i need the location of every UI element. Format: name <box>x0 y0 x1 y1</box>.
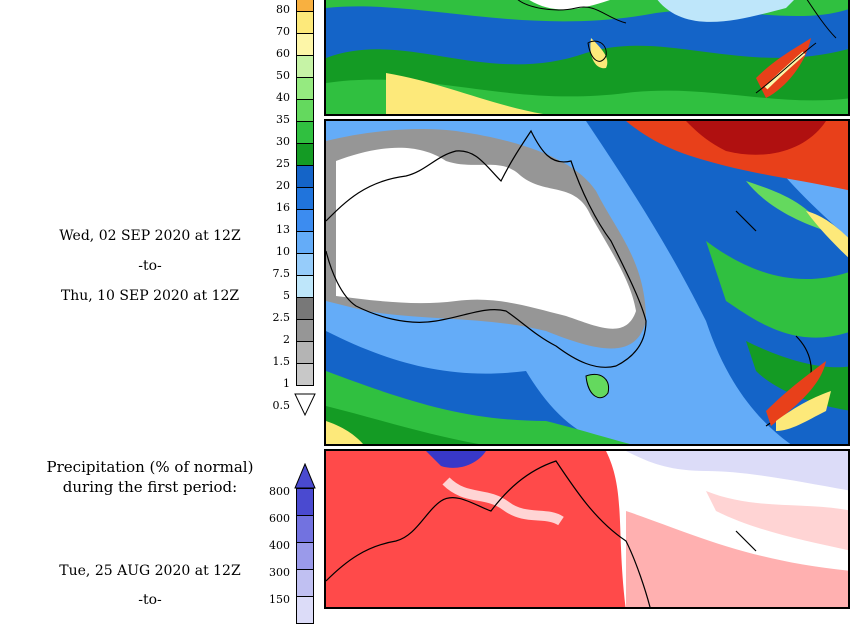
colorbar-swatch <box>296 55 314 78</box>
colorbar-swatch <box>296 231 314 254</box>
colorbar-tick-label: 10 <box>276 245 290 258</box>
normal-title-line2: during the first period: <box>62 478 238 496</box>
colorbar-swatch <box>296 77 314 100</box>
colorbar-tick-label: 2 <box>283 333 290 346</box>
normal-colorbar-swatch <box>296 515 314 543</box>
colorbar-swatch <box>296 33 314 56</box>
colorbar-tick-label: 16 <box>276 201 290 214</box>
normal-colorbar-swatch <box>296 488 314 516</box>
colorbar-tick-label: 7.5 <box>272 267 291 280</box>
colorbar-tick-label: 40 <box>276 91 290 104</box>
normal-colorbar-max-arrow <box>294 463 316 489</box>
colorbar-tick-label: 1 <box>283 377 290 390</box>
colorbar-swatch <box>296 209 314 232</box>
period-separator: -to- <box>138 258 162 274</box>
normal-separator: -to- <box>138 592 162 608</box>
colorbar-tick-label: 13 <box>276 223 290 236</box>
colorbar-tick-label: 70 <box>276 25 290 38</box>
normal-start-date: Tue, 25 AUG 2020 at 12Z <box>59 563 241 579</box>
colorbar-swatch <box>296 253 314 276</box>
colorbar-swatch <box>296 99 314 122</box>
colorbar-tick-label: 20 <box>276 179 290 192</box>
normal-colorbar-tick-label: 150 <box>269 593 290 606</box>
normal-colorbar-tick-label: 400 <box>269 539 290 552</box>
period-start-date: Wed, 02 SEP 2020 at 12Z <box>59 228 241 244</box>
colorbar-tick-label: 1.5 <box>272 355 291 368</box>
normal-colorbar-swatch <box>296 542 314 570</box>
colorbar-tick-label: 30 <box>276 135 290 148</box>
map-panel-middle <box>324 119 850 446</box>
colorbar-swatch <box>296 297 314 320</box>
colorbar-tick-label: 5 <box>283 289 290 302</box>
colorbar-swatch <box>296 121 314 144</box>
normal-colorbar-tick-label: 600 <box>269 512 290 525</box>
colorbar-swatch <box>296 143 314 166</box>
normal-colorbar-swatch <box>296 569 314 597</box>
colorbar-swatch <box>296 341 314 364</box>
normal-colorbar-tick-label: 800 <box>269 485 290 498</box>
normal-title-line1: Precipitation (% of normal) <box>46 458 254 476</box>
colorbar-tick-label: 2.5 <box>272 311 291 324</box>
colorbar-tick-label: 50 <box>276 69 290 82</box>
normal-colorbar-swatch <box>296 596 314 624</box>
colorbar-tick-label: 80 <box>276 3 290 16</box>
colorbar-swatch <box>296 275 314 298</box>
colorbar-tick-label: 35 <box>276 113 290 126</box>
colorbar-tick-label: 25 <box>276 157 290 170</box>
colorbar-tick-label: 60 <box>276 47 290 60</box>
map-panel-top <box>324 0 850 116</box>
normal-colorbar-tick-label: 300 <box>269 566 290 579</box>
colorbar-swatch <box>296 11 314 34</box>
colorbar-swatch <box>296 187 314 210</box>
colorbar-tick-label: 0.5 <box>272 399 291 412</box>
colorbar-swatch <box>296 363 314 386</box>
period-end-date: Thu, 10 SEP 2020 at 12Z <box>60 288 240 304</box>
colorbar-min-arrow <box>294 393 316 417</box>
map-panel-bottom <box>324 449 850 609</box>
colorbar-swatch <box>296 165 314 188</box>
colorbar-swatch <box>296 319 314 342</box>
